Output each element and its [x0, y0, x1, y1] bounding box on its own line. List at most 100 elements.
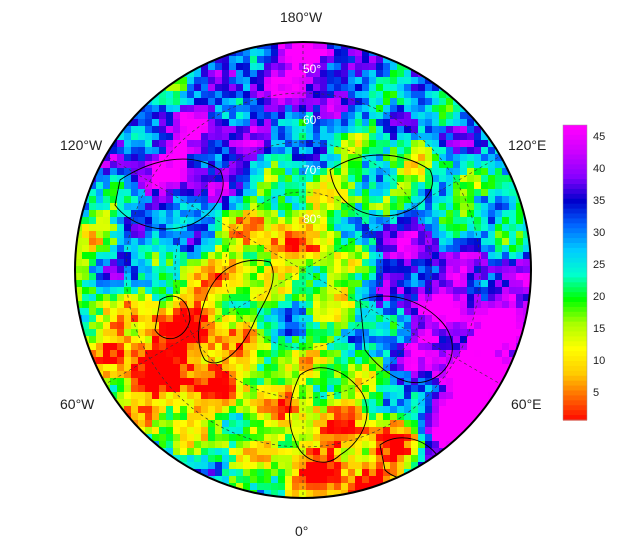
data-cell [404, 84, 412, 92]
data-cell [173, 322, 181, 330]
data-cell [222, 315, 230, 323]
data-cell [96, 308, 104, 316]
data-cell [341, 434, 349, 442]
data-cell [187, 378, 195, 386]
data-cell [355, 392, 363, 400]
data-cell [460, 210, 468, 218]
data-cell [362, 483, 370, 491]
data-cell [145, 91, 153, 99]
data-cell [180, 133, 188, 141]
data-cell [138, 133, 146, 141]
data-cell [215, 77, 223, 85]
data-cell [201, 217, 209, 225]
data-cell [418, 413, 426, 421]
data-cell [481, 280, 489, 288]
data-cell [180, 112, 188, 120]
data-cell [180, 427, 188, 435]
colorbar-segment [563, 415, 587, 421]
data-cell [453, 392, 461, 400]
data-cell [509, 273, 517, 281]
data-cell [474, 315, 482, 323]
data-cell [306, 147, 314, 155]
data-cell [397, 161, 405, 169]
data-cell [397, 154, 405, 162]
data-cell [208, 399, 216, 407]
data-cell [299, 77, 307, 85]
data-cell [376, 364, 384, 372]
data-cell [194, 182, 202, 190]
data-cell [278, 462, 286, 470]
data-cell [96, 168, 104, 176]
data-cell [334, 476, 342, 484]
data-cell [509, 315, 517, 323]
data-cell [243, 427, 251, 435]
data-cell [257, 161, 265, 169]
data-cell [152, 259, 160, 267]
data-cell [131, 245, 139, 253]
colorbar-segment [563, 179, 587, 185]
data-cell [369, 119, 377, 127]
data-cell [320, 490, 328, 498]
data-cell [327, 259, 335, 267]
data-cell [159, 203, 167, 211]
data-cell [334, 203, 342, 211]
lat-label-60: 60° [303, 113, 322, 127]
data-cell [425, 119, 433, 127]
data-cell [411, 182, 419, 190]
data-cell [215, 441, 223, 449]
data-cell [446, 238, 454, 246]
data-cell [432, 210, 440, 218]
data-cell [327, 455, 335, 463]
data-cell [145, 196, 153, 204]
data-cell [460, 308, 468, 316]
data-cell [292, 399, 300, 407]
data-cell [180, 196, 188, 204]
data-cell [439, 112, 447, 120]
data-cell [194, 427, 202, 435]
data-cell [292, 427, 300, 435]
data-cell [145, 280, 153, 288]
data-cell [215, 413, 223, 421]
data-cell [376, 84, 384, 92]
data-cell [348, 399, 356, 407]
data-cell [159, 301, 167, 309]
data-cell [285, 175, 293, 183]
data-cell [145, 357, 153, 365]
data-cell [292, 42, 300, 50]
data-cell [271, 210, 279, 218]
data-cell [320, 469, 328, 477]
data-cell [467, 371, 475, 379]
data-cell [439, 98, 447, 106]
data-cell [103, 182, 111, 190]
data-cell [138, 98, 146, 106]
data-cell [481, 168, 489, 176]
data-cell [187, 336, 195, 344]
data-cell [460, 294, 468, 302]
data-cell [96, 343, 104, 351]
data-cell [467, 133, 475, 141]
data-cell [166, 280, 174, 288]
data-cell [502, 294, 510, 302]
data-cell [355, 147, 363, 155]
data-cell [313, 434, 321, 442]
data-cell [383, 189, 391, 197]
data-cell [222, 217, 230, 225]
data-cell [292, 189, 300, 197]
data-cell [138, 231, 146, 239]
data-cell [299, 427, 307, 435]
data-cell [285, 357, 293, 365]
data-cell [236, 483, 244, 491]
data-cell [446, 336, 454, 344]
data-cell [285, 378, 293, 386]
data-cell [166, 448, 174, 456]
data-cell [299, 294, 307, 302]
data-cell [208, 105, 216, 113]
data-cell [495, 336, 503, 344]
data-cell [397, 462, 405, 470]
data-cell [418, 119, 426, 127]
data-cell [236, 245, 244, 253]
data-cell [236, 231, 244, 239]
data-cell [390, 189, 398, 197]
data-cell [376, 420, 384, 428]
lat-label-70: 70° [303, 163, 322, 177]
